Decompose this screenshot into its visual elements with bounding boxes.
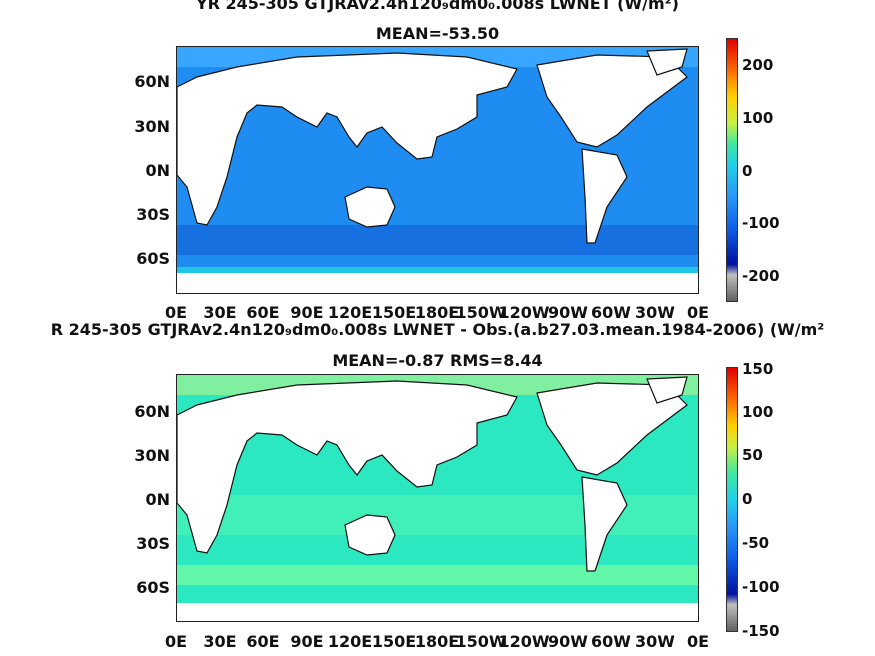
panel2-cbar-label: -150	[742, 622, 780, 640]
panel2-lon-tick: 120E	[327, 632, 373, 651]
panel2-lat-30s: 30S	[136, 534, 170, 553]
panel2-continents	[177, 375, 698, 621]
panel2-lat-60s: 60S	[136, 578, 170, 597]
panel1-colorbar	[726, 38, 738, 302]
panel1-lon-tick: 90W	[548, 303, 588, 322]
panel2-cbar-label: 0	[742, 490, 753, 508]
panel1-lat-60s: 60S	[136, 249, 170, 268]
panel1-cbar-label: -200	[742, 267, 780, 285]
panel2-cbar-label: 100	[742, 403, 774, 421]
panel2-lon-tick: 60W	[591, 632, 631, 651]
panel1-lon-tick: 120E	[327, 303, 373, 322]
panel1-lon-tick: 0E	[164, 303, 188, 322]
panel2-title: R 245-305 GTJRAv2.4n120₉dm0₀.008s LWNET …	[50, 320, 825, 339]
panel1-cbar-label: -100	[742, 214, 780, 232]
panel2-lon-tick: 150E	[371, 632, 417, 651]
panel1-lat-0n: 0N	[145, 161, 170, 180]
panel2-lon-tick: 0E	[686, 632, 710, 651]
panel1-lon-tick: 90E	[290, 303, 324, 322]
panel2-stats: MEAN=-0.87 RMS=8.44	[332, 351, 543, 370]
panel2-lat-0n: 0N	[145, 490, 170, 509]
panel2-lat-60n: 60N	[134, 402, 170, 421]
panel1-lat-30n: 30N	[134, 117, 170, 136]
panel2-colorbar	[726, 367, 738, 632]
panel1-lon-tick: 60E	[246, 303, 280, 322]
panel2-lon-tick: 30W	[635, 632, 675, 651]
panel2-cbar-label: -50	[742, 534, 770, 552]
panel2-lon-tick: 180E	[414, 632, 460, 651]
panel1-lon-tick: 120W	[498, 303, 550, 322]
panel1-title: YR 245-305 GTJRAv2.4n120₉dm0₀.008s LWNET…	[196, 0, 679, 13]
panel2-lon-tick: 150W	[455, 632, 507, 651]
panel1-lon-tick: 30E	[203, 303, 237, 322]
panel1-mean: MEAN=-53.50	[375, 24, 500, 43]
panel1-map	[176, 46, 699, 294]
panel2-lon-axis: 0E 30E 60E 90E 120E 150E 180E 150W 120W …	[150, 632, 730, 652]
panel1-lon-tick: 30W	[635, 303, 675, 322]
panel1-cbar-label: 200	[742, 56, 774, 74]
panel1-lon-tick: 180E	[414, 303, 460, 322]
panel2-cbar-label: -100	[742, 578, 780, 596]
panel1-lon-axis: 0E 30E 60E 90E 120E 150E 180E 150W 120W …	[150, 303, 730, 323]
panel2-lat-30n: 30N	[134, 446, 170, 465]
panel1-continents	[177, 47, 698, 293]
panel1-lat-60n: 60N	[134, 72, 170, 91]
panel1-lat-30s: 30S	[136, 205, 170, 224]
panel1-cbar-label: 100	[742, 109, 774, 127]
panel1-lon-tick: 60W	[591, 303, 631, 322]
panel2-lon-tick: 0E	[164, 632, 188, 651]
panel1-lon-tick: 0E	[686, 303, 710, 322]
panel2-lon-tick: 90E	[290, 632, 324, 651]
panel2-lon-tick: 60E	[246, 632, 280, 651]
panel2-cbar-label: 50	[742, 446, 763, 464]
panel2-lon-tick: 120W	[498, 632, 550, 651]
panel2-map	[176, 374, 699, 622]
panel1-lon-tick: 150E	[371, 303, 417, 322]
panel2-lon-tick: 90W	[548, 632, 588, 651]
panel1-lon-tick: 150W	[455, 303, 507, 322]
panel2-cbar-label: 150	[742, 360, 774, 378]
panel2-lon-tick: 30E	[203, 632, 237, 651]
panel1-cbar-label: 0	[742, 162, 753, 180]
